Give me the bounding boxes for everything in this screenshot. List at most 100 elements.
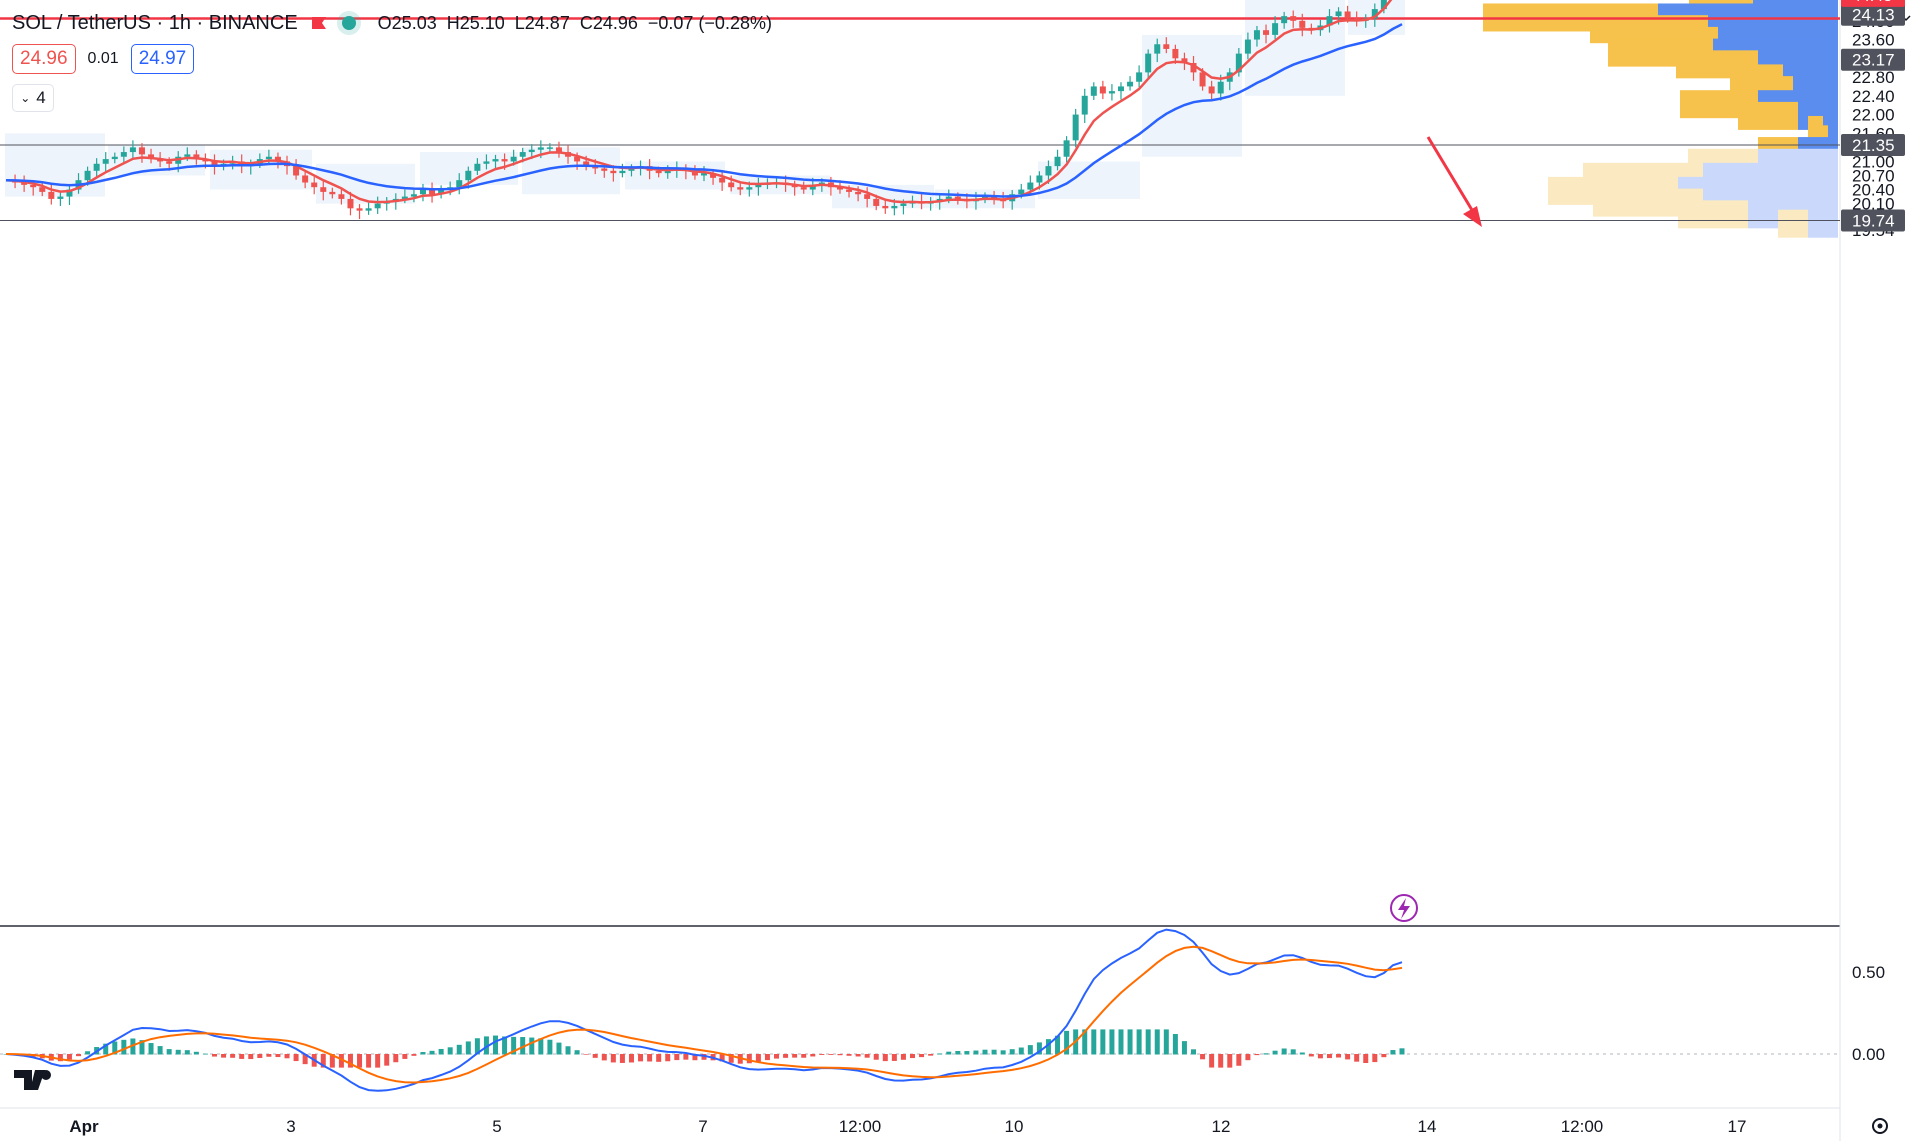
- macd-histogram-bar: [57, 1054, 63, 1062]
- macd-histogram-bar: [184, 1050, 190, 1055]
- candle-body: [1172, 48, 1179, 59]
- macd-histogram-bar: [764, 1054, 770, 1061]
- macd-histogram-bar: [1118, 1029, 1124, 1055]
- macd-histogram-bar: [928, 1054, 934, 1056]
- macd-histogram-bar: [456, 1044, 462, 1055]
- candle-body: [211, 161, 218, 167]
- candle-body: [66, 189, 73, 197]
- low-label: L: [514, 12, 525, 33]
- candle-body: [601, 168, 608, 171]
- macd-histogram-bar: [329, 1054, 335, 1068]
- macd-histogram-bar: [619, 1054, 625, 1063]
- macd-histogram-bar: [1254, 1054, 1260, 1056]
- settings-gear-center: [1877, 1123, 1883, 1129]
- candle-body: [456, 180, 463, 188]
- candle-body: [701, 173, 707, 176]
- candle-body: [755, 184, 762, 188]
- candle-body: [836, 187, 843, 190]
- candle-body: [1272, 23, 1279, 35]
- macd-histogram-bar: [202, 1053, 208, 1055]
- candle-body: [483, 161, 490, 164]
- candle-body: [1127, 81, 1134, 87]
- macd-histogram-bar: [683, 1054, 689, 1060]
- candle-body: [1108, 91, 1115, 94]
- macd-histogram-bar: [266, 1054, 272, 1057]
- volume-profile-up: [1678, 200, 1748, 229]
- volume-profile-up: [1778, 209, 1808, 238]
- macd-histogram-bar: [665, 1054, 671, 1062]
- macd-histogram-bar: [792, 1054, 798, 1058]
- candle-body: [166, 161, 173, 164]
- lightning-icon: [1398, 898, 1410, 919]
- candle-body: [628, 168, 635, 171]
- buy-button[interactable]: 24.97: [130, 44, 195, 74]
- flag-icon[interactable]: [311, 17, 326, 29]
- symbol-title[interactable]: SOL / TetherUS · 1h · BINANCE: [12, 11, 298, 34]
- candle-body: [438, 189, 445, 195]
- volume-profile-up: [1738, 101, 1798, 130]
- candle-body: [710, 173, 717, 178]
- candle-body: [1244, 39, 1251, 54]
- ema-slow-line: [5, 23, 1403, 198]
- candle-body: [1326, 16, 1333, 26]
- candle-body: [728, 182, 735, 188]
- macd-histogram-bar: [1354, 1054, 1360, 1062]
- symbol-header: SOL / TetherUS · 1h · BINANCE O25.03 H25…: [12, 8, 772, 38]
- level-label-box: [1841, 209, 1905, 232]
- macd-histogram-bar: [656, 1054, 662, 1062]
- candle-body: [138, 147, 145, 155]
- macd-histogram-bar: [502, 1036, 508, 1055]
- macd-histogram-bar: [148, 1043, 154, 1055]
- macd-histogram-bar: [1209, 1054, 1215, 1068]
- macd-histogram-bar: [85, 1051, 91, 1055]
- macd-tick-label: 0.00: [1852, 1045, 1885, 1064]
- macd-histogram-bar: [964, 1051, 970, 1055]
- macd-histogram-bar: [846, 1054, 852, 1056]
- macd-histogram-bar: [628, 1054, 634, 1063]
- candle-body: [1371, 9, 1378, 19]
- session-profile-block: [1142, 34, 1242, 157]
- macd-histogram-bar: [891, 1054, 897, 1061]
- sell-button[interactable]: 24.96: [12, 44, 76, 74]
- macd-histogram-bar: [610, 1054, 616, 1063]
- macd-histogram-bar: [493, 1035, 499, 1055]
- macd-histogram-bar: [529, 1037, 535, 1055]
- macd-histogram-bar: [1055, 1035, 1061, 1055]
- macd-histogram-bar: [973, 1050, 979, 1055]
- candle-body: [356, 208, 363, 211]
- macd-histogram-bar: [774, 1054, 780, 1059]
- macd-histogram-bar: [746, 1054, 752, 1064]
- volume-profile-down: [1808, 209, 1838, 238]
- level-label: 19.74: [1852, 211, 1895, 230]
- candle-body: [120, 152, 127, 157]
- market-status-icon: [341, 16, 356, 30]
- level-label-box: [1841, 134, 1905, 157]
- macd-histogram-bar: [447, 1047, 453, 1055]
- macd-histogram-bar: [810, 1054, 816, 1057]
- macd-histogram-bar: [474, 1038, 480, 1055]
- macd-histogram-bar: [547, 1039, 553, 1055]
- macd-histogram-bar: [1390, 1050, 1396, 1055]
- macd-histogram-bar: [592, 1054, 598, 1058]
- candle-body: [84, 170, 91, 181]
- macd-histogram-bar: [1326, 1054, 1332, 1059]
- macd-histogram-bar: [1064, 1030, 1070, 1055]
- spread-value: 0.01: [87, 50, 119, 67]
- candle-body: [1290, 16, 1297, 21]
- candle-body: [1117, 86, 1124, 92]
- level-label: 23.17: [1852, 51, 1895, 70]
- price-tick-label: 21.00: [1852, 152, 1895, 171]
- candle-body: [1090, 86, 1097, 96]
- candle-body: [474, 163, 481, 171]
- macd-histogram-bar: [991, 1049, 997, 1055]
- macd-histogram-bar: [66, 1054, 72, 1060]
- macd-histogram-bar: [465, 1041, 471, 1055]
- candle-body: [519, 152, 526, 157]
- candle-body: [1253, 30, 1260, 40]
- price-tick-label: 22.80: [1852, 68, 1895, 87]
- macd-histogram-bar: [1245, 1054, 1251, 1061]
- macd-histogram-bar: [719, 1054, 725, 1062]
- indicators-toggle[interactable]: ⌄ 4: [12, 84, 54, 112]
- macd-histogram-bar: [438, 1048, 444, 1055]
